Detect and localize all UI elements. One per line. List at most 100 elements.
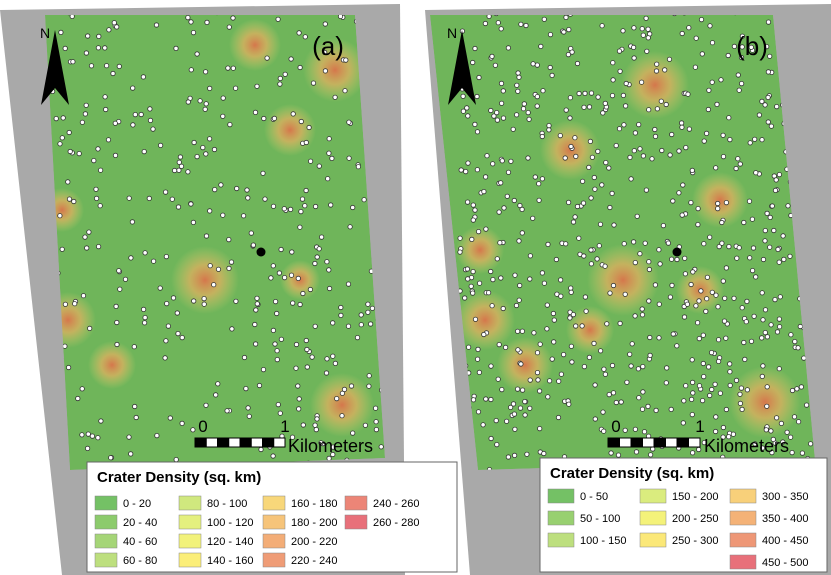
crater [84,245,90,251]
crater [472,316,479,322]
crater [79,432,85,438]
legend-label: 0 - 50 [580,491,608,503]
crater [759,373,765,379]
crater [505,45,511,51]
crater [175,204,182,210]
legend-label: 20 - 40 [123,517,157,529]
crater [557,133,563,139]
crater [322,21,328,27]
crater [744,298,750,304]
crater [72,301,78,307]
crater [574,60,581,67]
crater [690,269,696,275]
crater [211,282,217,288]
crater [503,418,510,424]
crater [600,409,606,415]
crater [474,356,481,362]
crater [515,88,521,94]
crater [499,158,505,164]
crater [693,303,699,309]
crater [79,119,86,125]
legend-label: 160 - 180 [291,498,337,510]
crater [303,337,309,344]
crater [126,434,132,440]
legend-label: 120 - 140 [207,536,253,548]
crater [326,136,332,142]
crater [591,340,597,346]
crater [464,199,471,205]
crater [635,366,642,372]
crater [731,43,738,50]
crater [574,203,581,210]
crater [654,106,661,112]
crater [491,113,497,119]
crater [243,385,249,392]
crater [700,360,706,367]
crater [734,255,740,261]
crater [254,295,260,301]
crater [634,213,640,219]
crater [303,139,309,146]
crater [610,282,617,289]
crater [230,15,236,21]
crater [565,51,572,58]
crater [640,153,647,159]
crater [553,256,560,263]
crater [652,282,659,288]
crater [282,71,288,77]
crater [560,351,567,358]
crater [727,369,733,375]
crater [768,428,774,434]
crater [765,69,772,75]
crater [316,246,322,252]
crater [476,280,483,286]
crater [520,106,527,112]
crater [653,68,660,74]
crater [465,160,471,166]
crater [540,88,546,94]
crater [606,165,612,171]
crater [576,235,582,241]
crater [647,334,653,341]
legend-swatch [178,533,202,549]
crater [628,363,634,369]
crater [179,420,185,426]
crater [185,169,191,175]
crater [57,213,63,219]
legend-label: 250 - 300 [672,535,718,547]
crater [228,259,235,265]
crater [567,95,574,101]
crater [698,16,705,23]
crater [568,343,575,349]
crater [490,276,496,283]
crater [756,112,763,118]
crater [505,454,511,460]
crater [102,45,108,51]
legend-swatch [94,514,118,530]
crater [481,189,487,195]
crater [764,334,771,340]
crater [580,200,587,206]
crater [535,377,541,383]
crater [83,50,90,56]
crater [75,395,81,402]
crater [681,15,687,16]
crater [53,116,59,122]
crater [225,65,231,71]
crater [733,165,739,172]
crater [714,101,720,108]
crater [720,434,726,440]
crater [274,348,280,354]
crater [185,99,191,105]
crater [472,45,478,52]
crater [416,27,420,31]
crater [636,395,642,401]
crater [592,382,598,388]
crater [720,278,726,284]
crater [556,378,562,384]
crater [666,56,673,62]
crater [163,189,169,195]
crater [642,240,648,246]
crater [668,256,675,262]
